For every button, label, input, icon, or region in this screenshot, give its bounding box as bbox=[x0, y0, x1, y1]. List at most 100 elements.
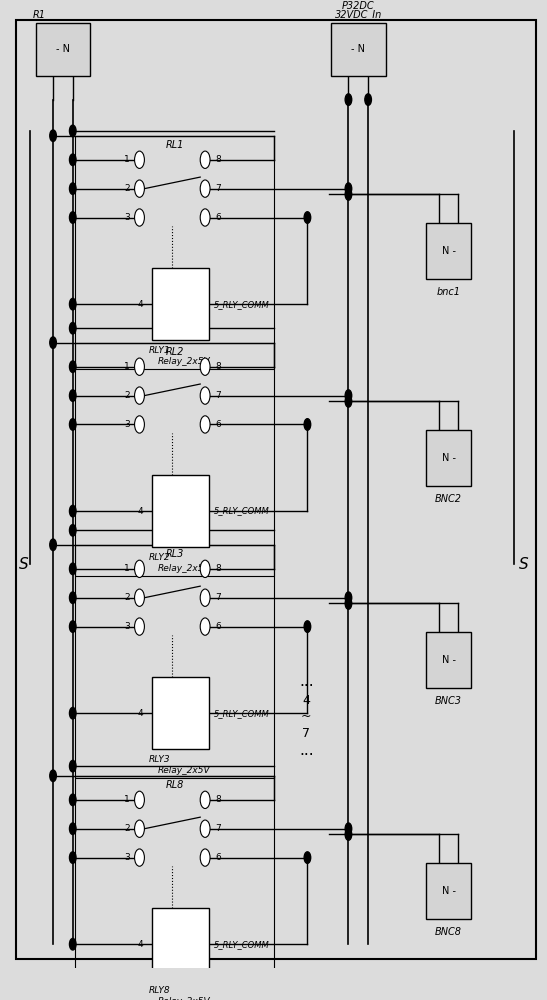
Text: 4: 4 bbox=[138, 709, 143, 718]
Text: 4: 4 bbox=[138, 507, 143, 516]
Circle shape bbox=[135, 416, 144, 433]
FancyBboxPatch shape bbox=[426, 863, 471, 919]
Circle shape bbox=[50, 539, 56, 551]
Text: RLY2: RLY2 bbox=[149, 553, 171, 562]
Text: 1: 1 bbox=[124, 564, 130, 573]
Circle shape bbox=[200, 589, 210, 606]
Circle shape bbox=[135, 618, 144, 635]
Text: 5_RLY_COMM: 5_RLY_COMM bbox=[213, 709, 269, 718]
Circle shape bbox=[69, 419, 76, 430]
Circle shape bbox=[69, 322, 76, 334]
Text: N -: N - bbox=[441, 886, 456, 896]
Text: 5_RLY_COMM: 5_RLY_COMM bbox=[213, 940, 269, 949]
Circle shape bbox=[69, 621, 76, 632]
Circle shape bbox=[200, 618, 210, 635]
Text: 3: 3 bbox=[124, 420, 130, 429]
Circle shape bbox=[50, 770, 56, 782]
Text: ...: ... bbox=[299, 743, 313, 758]
Text: 3: 3 bbox=[124, 622, 130, 631]
Circle shape bbox=[50, 337, 56, 348]
Circle shape bbox=[69, 183, 76, 194]
Text: 2: 2 bbox=[124, 391, 130, 400]
Circle shape bbox=[304, 419, 311, 430]
Text: N -: N - bbox=[441, 655, 456, 665]
Circle shape bbox=[50, 130, 56, 141]
FancyBboxPatch shape bbox=[152, 475, 209, 547]
Text: R1: R1 bbox=[33, 10, 46, 20]
Text: P32DC: P32DC bbox=[342, 1, 375, 11]
Circle shape bbox=[69, 707, 76, 719]
Text: 6: 6 bbox=[215, 622, 221, 631]
Text: RLY3: RLY3 bbox=[149, 755, 171, 764]
Circle shape bbox=[69, 794, 76, 806]
Circle shape bbox=[69, 212, 76, 223]
Text: 7: 7 bbox=[215, 593, 221, 602]
Text: RL3: RL3 bbox=[166, 549, 184, 559]
FancyBboxPatch shape bbox=[36, 23, 90, 76]
Circle shape bbox=[200, 180, 210, 197]
Text: 8: 8 bbox=[215, 155, 221, 164]
Text: 4: 4 bbox=[302, 694, 310, 707]
Circle shape bbox=[304, 621, 311, 632]
Text: ~: ~ bbox=[301, 710, 312, 723]
Text: 6: 6 bbox=[215, 213, 221, 222]
Circle shape bbox=[69, 298, 76, 310]
Text: RL2: RL2 bbox=[166, 347, 184, 357]
Circle shape bbox=[135, 589, 144, 606]
Circle shape bbox=[345, 189, 352, 200]
Text: 1: 1 bbox=[124, 362, 130, 371]
Text: Relay_2x5V: Relay_2x5V bbox=[158, 766, 210, 775]
Text: - N: - N bbox=[56, 44, 70, 54]
FancyBboxPatch shape bbox=[426, 430, 471, 486]
Text: BNC2: BNC2 bbox=[435, 494, 462, 504]
Circle shape bbox=[69, 938, 76, 950]
Circle shape bbox=[365, 94, 371, 105]
Circle shape bbox=[135, 358, 144, 375]
Circle shape bbox=[69, 563, 76, 575]
Text: RL8: RL8 bbox=[166, 780, 184, 790]
Circle shape bbox=[200, 151, 210, 168]
Text: Relay_2x5V: Relay_2x5V bbox=[158, 997, 210, 1000]
Text: ...: ... bbox=[299, 674, 313, 689]
Text: 6: 6 bbox=[215, 420, 221, 429]
FancyBboxPatch shape bbox=[426, 632, 471, 688]
Circle shape bbox=[69, 525, 76, 536]
Circle shape bbox=[69, 760, 76, 772]
Text: 1: 1 bbox=[124, 155, 130, 164]
Circle shape bbox=[345, 396, 352, 407]
Text: N -: N - bbox=[441, 453, 456, 463]
Text: 32VDC_In: 32VDC_In bbox=[335, 9, 382, 20]
Circle shape bbox=[135, 387, 144, 404]
Text: 3: 3 bbox=[124, 213, 130, 222]
Text: 8: 8 bbox=[215, 795, 221, 804]
Circle shape bbox=[200, 849, 210, 866]
Text: 8: 8 bbox=[215, 564, 221, 573]
Circle shape bbox=[345, 592, 352, 603]
Text: 6: 6 bbox=[215, 853, 221, 862]
Text: - N: - N bbox=[351, 44, 365, 54]
Circle shape bbox=[69, 823, 76, 834]
Text: 4: 4 bbox=[138, 300, 143, 309]
Circle shape bbox=[345, 390, 352, 401]
Circle shape bbox=[69, 852, 76, 863]
Circle shape bbox=[69, 390, 76, 401]
Text: 8: 8 bbox=[215, 362, 221, 371]
Text: bnc1: bnc1 bbox=[437, 287, 461, 297]
Circle shape bbox=[345, 598, 352, 609]
Circle shape bbox=[200, 209, 210, 226]
Circle shape bbox=[135, 820, 144, 837]
Circle shape bbox=[69, 361, 76, 372]
FancyBboxPatch shape bbox=[152, 908, 209, 980]
Text: 5_RLY_COMM: 5_RLY_COMM bbox=[213, 300, 269, 309]
Text: 4: 4 bbox=[138, 940, 143, 949]
Text: RLY8: RLY8 bbox=[149, 986, 171, 995]
Text: Relay_2x5V: Relay_2x5V bbox=[158, 357, 210, 366]
Circle shape bbox=[135, 560, 144, 578]
Circle shape bbox=[69, 125, 76, 137]
FancyBboxPatch shape bbox=[152, 268, 209, 340]
Text: BNC8: BNC8 bbox=[435, 927, 462, 937]
Text: 3: 3 bbox=[124, 853, 130, 862]
Circle shape bbox=[345, 94, 352, 105]
FancyBboxPatch shape bbox=[331, 23, 386, 76]
Circle shape bbox=[69, 592, 76, 603]
